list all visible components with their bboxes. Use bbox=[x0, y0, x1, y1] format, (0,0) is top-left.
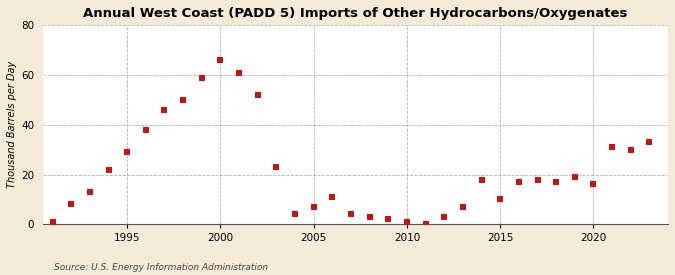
Point bbox=[327, 195, 338, 199]
Point bbox=[122, 150, 132, 154]
Point bbox=[178, 98, 188, 102]
Point bbox=[84, 190, 95, 194]
Text: Source: U.S. Energy Information Administration: Source: U.S. Energy Information Administ… bbox=[54, 263, 268, 272]
Point bbox=[588, 182, 599, 187]
Point bbox=[514, 180, 524, 184]
Point bbox=[103, 167, 114, 172]
Point bbox=[234, 70, 244, 75]
Point bbox=[66, 202, 77, 207]
Point bbox=[402, 220, 412, 224]
Point bbox=[215, 58, 226, 62]
Point bbox=[290, 212, 300, 216]
Point bbox=[252, 93, 263, 97]
Title: Annual West Coast (PADD 5) Imports of Other Hydrocarbons/Oxygenates: Annual West Coast (PADD 5) Imports of Ot… bbox=[84, 7, 628, 20]
Point bbox=[570, 175, 580, 179]
Point bbox=[625, 147, 636, 152]
Point bbox=[271, 165, 281, 169]
Point bbox=[495, 197, 506, 202]
Point bbox=[346, 212, 356, 216]
Point bbox=[607, 145, 618, 149]
Point bbox=[476, 177, 487, 182]
Point bbox=[532, 177, 543, 182]
Point bbox=[140, 128, 151, 132]
Point bbox=[421, 222, 431, 227]
Y-axis label: Thousand Barrels per Day: Thousand Barrels per Day bbox=[7, 61, 17, 188]
Point bbox=[439, 214, 450, 219]
Point bbox=[644, 140, 655, 144]
Point bbox=[383, 217, 394, 221]
Point bbox=[364, 214, 375, 219]
Point bbox=[308, 205, 319, 209]
Point bbox=[47, 220, 58, 224]
Point bbox=[458, 205, 468, 209]
Point bbox=[159, 108, 170, 112]
Point bbox=[551, 180, 562, 184]
Point bbox=[196, 75, 207, 80]
